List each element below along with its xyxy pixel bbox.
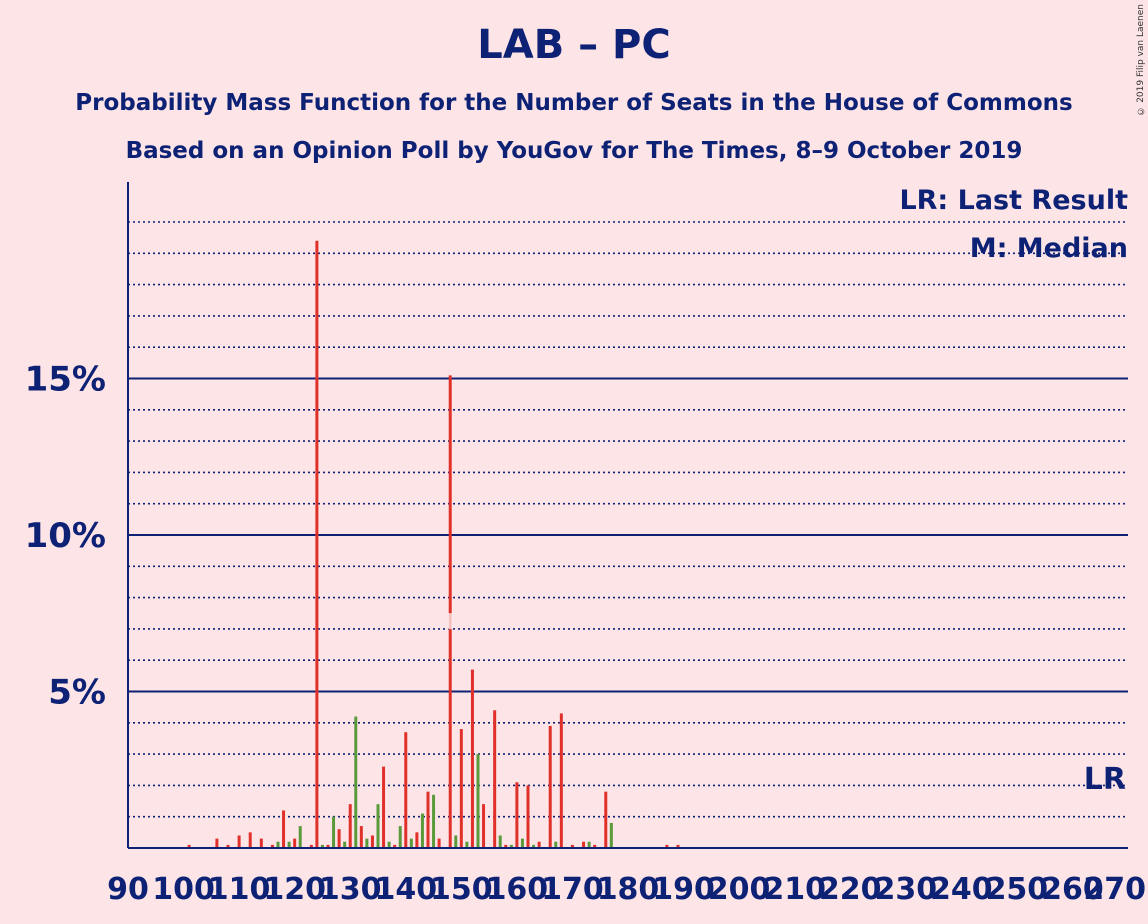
bar-seats-117 <box>276 841 280 848</box>
x-tick-label: 110 <box>208 872 271 907</box>
bar-seats-170 <box>570 844 574 848</box>
bar-seats-133 <box>365 838 369 848</box>
bar-seats-116 <box>270 844 274 848</box>
bar-seats-130 <box>348 804 352 848</box>
bar-seats-151 <box>465 841 469 848</box>
grid-lines <box>128 221 1128 818</box>
x-tick-label: 190 <box>652 872 715 907</box>
bar-seats-106 <box>215 838 219 848</box>
bar-seats-172 <box>582 841 586 848</box>
bar-seats-125 <box>320 844 324 848</box>
bar-seats-124 <box>315 240 319 848</box>
x-tick-label: 130 <box>319 872 382 907</box>
x-tick-labels: 90 10011012013014015016017018019020021022… <box>107 872 1146 907</box>
bar-seats-120 <box>293 838 297 848</box>
bar-seats-177 <box>609 822 613 848</box>
bar-seats-173 <box>587 841 591 848</box>
bar-seats-126 <box>326 844 330 848</box>
bar-seats-150 <box>459 729 463 848</box>
bar-seats-152 <box>470 669 474 848</box>
bar-seats-176 <box>604 791 608 848</box>
bars <box>187 240 680 848</box>
bar-seats-189 <box>676 844 680 848</box>
bar-seats-128 <box>337 829 341 848</box>
bar-seats-131 <box>354 716 358 848</box>
bar-seats-148 <box>448 375 452 848</box>
bar-seats-121 <box>298 826 302 848</box>
y-tick-label: 15% <box>25 360 106 400</box>
axes <box>127 182 1128 849</box>
y-tick-label: 5% <box>48 673 106 713</box>
bar-seats-162 <box>526 785 530 848</box>
bar-seats-108 <box>226 844 230 848</box>
x-tick-label: 270 <box>1083 872 1146 907</box>
bar-seats-101 <box>187 844 191 848</box>
bar-seats-163 <box>532 844 536 848</box>
x-tick-label: 180 <box>597 872 660 907</box>
median-marker <box>448 613 453 630</box>
bar-seats-140 <box>404 732 408 848</box>
x-tick-label: 260 <box>1041 872 1104 907</box>
bar-seats-136 <box>382 766 386 848</box>
bar-seats-119 <box>287 841 291 848</box>
bar-seats-174 <box>593 844 597 848</box>
bar-seats-138 <box>393 844 397 848</box>
bar-seats-143 <box>420 813 424 848</box>
x-tick-label: 200 <box>708 872 771 907</box>
legend-median: M: Median <box>970 233 1128 264</box>
bar-seats-114 <box>259 838 263 848</box>
bar-seats-134 <box>370 835 374 848</box>
bar-seats-127 <box>332 816 336 848</box>
bar-seats-187 <box>665 844 669 848</box>
x-tick-label: 90 <box>107 872 149 907</box>
bar-seats-142 <box>415 832 419 848</box>
x-tick-label: 240 <box>930 872 993 907</box>
bar-seats-149 <box>454 835 458 848</box>
bar-seats-161 <box>520 838 524 848</box>
bar-seats-135 <box>376 804 380 848</box>
bar-seats-139 <box>398 826 402 848</box>
x-tick-label: 210 <box>763 872 826 907</box>
bar-seats-123 <box>309 844 313 848</box>
bar-seats-145 <box>432 794 436 848</box>
bar-seats-164 <box>537 841 541 848</box>
x-tick-label: 170 <box>541 872 604 907</box>
bar-seats-160 <box>515 782 519 848</box>
bar-seats-157 <box>498 835 502 848</box>
x-tick-label: 140 <box>374 872 437 907</box>
legend-last-result: LR: Last Result <box>899 185 1128 216</box>
chart-subtitle-1: Probability Mass Function for the Number… <box>75 90 1073 116</box>
bar-seats-110 <box>237 835 241 848</box>
y-tick-label: 10% <box>25 516 106 556</box>
bar-seats-154 <box>482 804 486 848</box>
x-tick-label: 250 <box>986 872 1049 907</box>
bar-seats-144 <box>426 791 430 848</box>
bar-seats-112 <box>248 832 252 848</box>
last-result-marker: LR <box>1084 762 1126 797</box>
bar-seats-132 <box>359 826 363 848</box>
bar-seats-118 <box>282 810 286 848</box>
bar-seats-156 <box>493 710 497 848</box>
bar-seats-159 <box>509 844 513 848</box>
x-tick-label: 160 <box>486 872 549 907</box>
bar-seats-129 <box>343 841 347 848</box>
x-tick-label: 230 <box>874 872 937 907</box>
bar-seats-141 <box>409 838 413 848</box>
bar-seats-158 <box>504 844 508 848</box>
x-tick-label: 220 <box>819 872 882 907</box>
bar-seats-168 <box>559 713 563 848</box>
chart-subtitle-2: Based on an Opinion Poll by YouGov for T… <box>125 138 1023 164</box>
x-tick-label: 120 <box>263 872 326 907</box>
bar-seats-137 <box>387 841 391 848</box>
x-tick-label: 150 <box>430 872 493 907</box>
y-tick-labels: 5% 10% 15% <box>25 360 106 713</box>
bar-seats-146 <box>437 838 441 848</box>
x-tick-label: 100 <box>152 872 215 907</box>
bar-seats-166 <box>548 725 552 848</box>
bar-seats-153 <box>476 754 480 848</box>
bar-seats-167 <box>554 841 558 848</box>
chart-title: LAB – PC <box>477 22 671 68</box>
